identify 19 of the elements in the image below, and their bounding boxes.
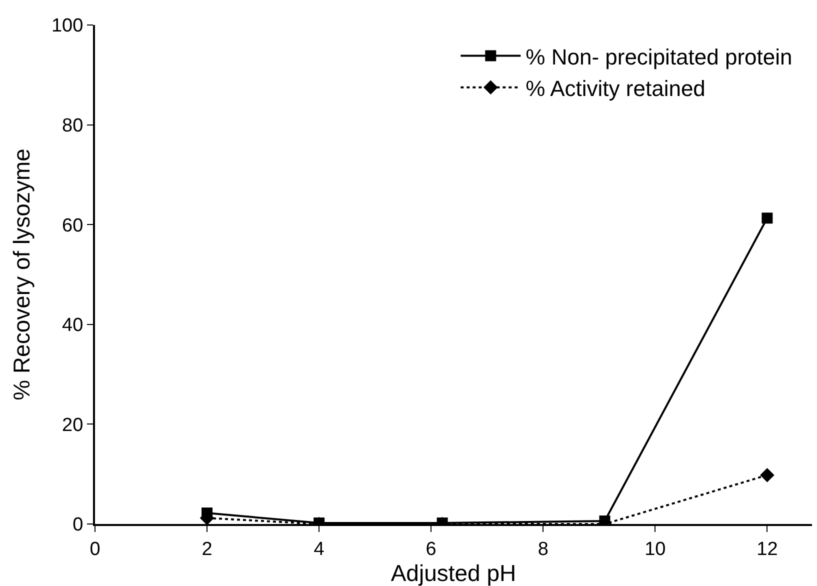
x-tick-label: 4 — [314, 538, 325, 560]
point — [760, 468, 774, 482]
x-tick-label: 10 — [644, 538, 666, 560]
x-tick-label: 0 — [90, 538, 100, 560]
y-axis-title: % Recovery of lysozyme — [8, 148, 34, 400]
legend-label: % Non- precipitated protein — [526, 44, 792, 70]
y-tick-label: 0 — [72, 514, 84, 536]
x-tick-label: 8 — [538, 538, 548, 560]
x-tick-label: 2 — [202, 538, 212, 560]
y-tick-label: 80 — [62, 115, 84, 136]
y-tick-label: 60 — [62, 215, 84, 236]
x-axis-title: Adjusted pH — [390, 560, 516, 586]
x-tick-label: 6 — [426, 538, 436, 560]
y-tick-label: 40 — [62, 315, 84, 336]
x-tick-label: 12 — [756, 538, 778, 560]
legend-label: % Activity retained — [526, 76, 706, 101]
y-tick-label: 100 — [51, 16, 84, 37]
y-tick-label: 20 — [62, 414, 84, 436]
point — [762, 212, 773, 224]
